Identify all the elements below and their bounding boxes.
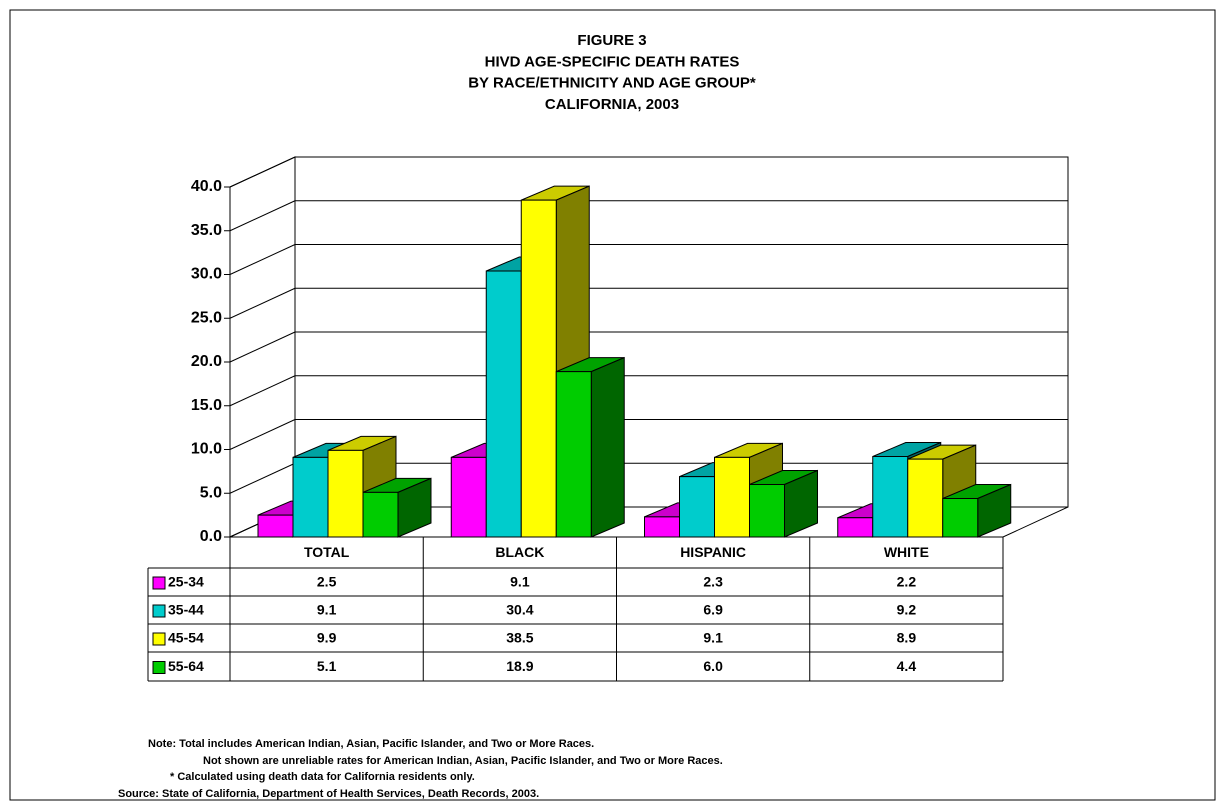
y-tick-label: 35.0 <box>191 222 222 239</box>
x-tick-label: HISPANIC <box>680 544 746 560</box>
bar <box>292 456 329 538</box>
grid-line <box>229 331 296 363</box>
chart-title: BY RACE/ETHNICITY AND AGE GROUP* <box>468 75 756 92</box>
data-label: 4.4 <box>897 658 917 674</box>
grid-line <box>229 419 296 450</box>
note: Source: State of California, Department … <box>118 788 539 800</box>
legend-label: 25-34 <box>168 574 204 590</box>
bar <box>362 491 399 538</box>
data-label: 6.0 <box>703 658 723 674</box>
legend-label: 45-54 <box>168 630 204 646</box>
chart-title: FIGURE 3 <box>577 32 646 49</box>
data-label: 6.9 <box>703 602 723 618</box>
data-label: 38.5 <box>506 630 533 646</box>
grid-line <box>229 287 296 319</box>
grid-line <box>229 375 296 407</box>
bar <box>555 371 592 538</box>
grid-line <box>229 200 296 232</box>
data-label: 9.9 <box>317 630 337 646</box>
data-label: 9.1 <box>317 602 337 618</box>
chart-title: CALIFORNIA, 2003 <box>545 96 679 113</box>
data-label: 18.9 <box>506 658 533 674</box>
bar <box>520 199 557 538</box>
y-tick-label: 15.0 <box>191 397 222 414</box>
y-tick-label: 10.0 <box>191 441 222 458</box>
legend-swatch <box>152 604 166 618</box>
y-tick-label: 25.0 <box>191 309 222 326</box>
bar <box>837 517 874 538</box>
bar <box>644 516 680 538</box>
bar <box>450 456 487 538</box>
legend-swatch <box>152 661 166 674</box>
data-label: 9.1 <box>703 630 723 646</box>
y-tick-label: 30.0 <box>191 266 222 283</box>
bar <box>714 456 750 538</box>
bar <box>907 458 944 538</box>
chart-title: HIVD AGE-SPECIFIC DEATH RATES <box>485 53 740 70</box>
legend-swatch <box>152 576 166 590</box>
data-label: 2.3 <box>703 574 723 590</box>
data-label: 8.9 <box>897 630 917 646</box>
data-label: 2.5 <box>317 574 337 590</box>
y-tick-label: 0.0 <box>200 528 222 545</box>
x-tick-label: WHITE <box>884 544 929 560</box>
note: Not shown are unreliable rates for Ameri… <box>203 755 723 767</box>
note: Note: Total includes American Indian, As… <box>148 738 594 750</box>
grid-line <box>229 156 296 188</box>
data-label: 5.1 <box>317 658 337 674</box>
y-tick-label: 5.0 <box>200 484 222 501</box>
x-tick-label: BLACK <box>495 544 544 560</box>
bar <box>485 270 522 538</box>
bar <box>749 484 785 538</box>
bar <box>257 514 294 538</box>
data-label: 30.4 <box>506 602 533 618</box>
note: * Calculated using death data for Califo… <box>170 771 475 783</box>
bar <box>327 449 364 538</box>
legend-label: 55-64 <box>168 658 204 674</box>
bar-side <box>590 356 625 538</box>
data-label: 9.1 <box>510 574 530 590</box>
bar <box>942 498 979 538</box>
data-label: 2.2 <box>897 574 917 590</box>
grid-line <box>229 244 296 275</box>
x-tick-label: TOTAL <box>304 544 350 560</box>
y-tick-label: 20.0 <box>191 353 222 370</box>
grid-line <box>229 462 296 494</box>
legend-label: 35-44 <box>168 602 204 618</box>
data-label: 9.2 <box>897 602 917 618</box>
legend-swatch <box>152 632 166 646</box>
bar <box>679 476 715 538</box>
bar <box>872 456 909 538</box>
y-tick-label: 40.0 <box>191 178 222 195</box>
